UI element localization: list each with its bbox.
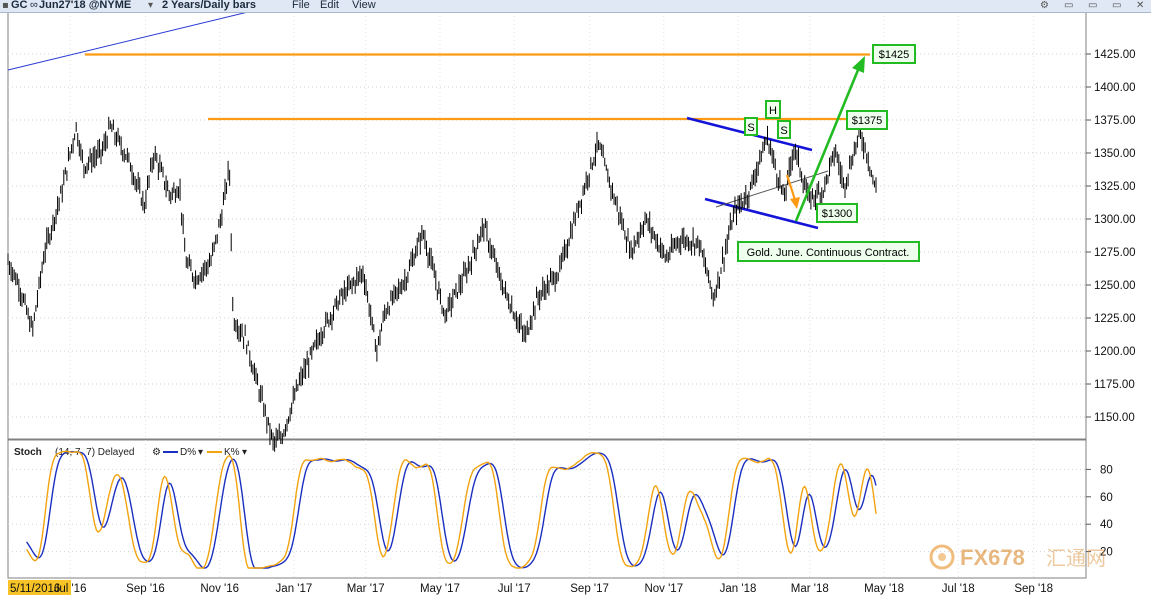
price-tick-label: 1150.00 xyxy=(1094,412,1135,424)
time-tick-label: Sep '17 xyxy=(570,583,609,595)
channel-bottom-line xyxy=(704,197,819,230)
price-tick-label: 1250.00 xyxy=(1094,280,1136,292)
head-text: H xyxy=(769,105,777,117)
settings-icon[interactable]: ⚙ xyxy=(1040,0,1049,11)
right-shoulder-text: S xyxy=(780,125,787,137)
time-tick-label: Nov '17 xyxy=(644,583,683,595)
time-tick-label: Sep '16 xyxy=(126,583,165,595)
time-tick-label: Jan '17 xyxy=(276,583,313,595)
stoch-params: (14, 7, 7) Delayed xyxy=(55,447,135,458)
gear-icon[interactable]: ⚙ xyxy=(152,447,161,458)
time-tick-label: Mar '18 xyxy=(791,583,829,595)
symbol-label[interactable]: GC xyxy=(11,0,28,11)
up-arrow-head xyxy=(852,56,865,73)
label-1375: $1375 xyxy=(846,110,888,130)
chevron-down-icon[interactable]: ▾ xyxy=(242,447,247,458)
time-tick-label: 5/11/2016 xyxy=(10,583,60,595)
price-tick-label: 1400.00 xyxy=(1094,82,1136,94)
label-1425-text: $1425 xyxy=(879,49,910,61)
maximize-icon[interactable]: ▭ xyxy=(1112,0,1122,11)
stoch-axis: 80 60 40 20 xyxy=(1086,464,1113,559)
price-tick-label: 1325.00 xyxy=(1094,181,1136,193)
time-tick-label: Jul '17 xyxy=(498,583,531,595)
label-note: Gold. June. Continuous Contract. xyxy=(737,241,920,262)
time-tick-label: May '18 xyxy=(864,583,904,595)
minimize-icon[interactable]: ▭ xyxy=(1064,0,1074,11)
start-date-highlight xyxy=(8,580,71,595)
d-legend-label: D% xyxy=(180,447,196,458)
watermark-logo-icon xyxy=(929,544,955,570)
price-tick-label: 1200.00 xyxy=(1094,346,1136,358)
stoch-tick-label: 60 xyxy=(1100,492,1113,504)
watermark-logo-dot xyxy=(938,553,946,561)
left-shoulder-text: S xyxy=(747,122,754,134)
stoch-tick-label: 20 xyxy=(1100,547,1113,559)
label-head: H xyxy=(765,100,781,119)
contract-label[interactable]: Jun27'18 @NYME xyxy=(39,0,132,11)
label-1300: $1300 xyxy=(816,203,858,223)
price-tick-label: 1275.00 xyxy=(1094,247,1136,259)
down-arrow-head xyxy=(790,197,800,209)
label-left-shoulder: S xyxy=(744,117,758,136)
price-tick-label: 1425.00 xyxy=(1094,49,1136,61)
label-1375-text: $1375 xyxy=(852,115,883,127)
app-icon: ▪ xyxy=(2,0,9,11)
stoch-title: Stoch xyxy=(14,447,42,458)
note-text: Gold. June. Continuous Contract. xyxy=(747,247,910,259)
long-trendline xyxy=(7,11,249,71)
price-tick-label: 1375.00 xyxy=(1094,115,1136,127)
chevron-down-icon[interactable]: ▾ xyxy=(198,447,203,458)
menu-file[interactable]: File xyxy=(292,0,310,11)
label-1300-text: $1300 xyxy=(822,208,853,220)
down-arrow-line xyxy=(785,174,797,201)
time-tick-label: Jul '16 xyxy=(54,583,87,595)
watermark-brand: FX678 xyxy=(960,545,1025,570)
time-tick-label: May '17 xyxy=(420,583,460,595)
stoch-header: Stoch (14, 7, 7) Delayed ⚙ D% ▾ K% ▾ xyxy=(14,447,247,458)
period-label[interactable]: 2 Years/Daily bars xyxy=(162,0,256,11)
stoch-tick-label: 80 xyxy=(1100,464,1113,476)
time-tick-label: Jul '18 xyxy=(942,583,975,595)
up-arrow-line xyxy=(794,69,860,222)
watermark: FX678 汇通网 xyxy=(929,544,1106,570)
stoch-tick-label: 40 xyxy=(1100,519,1113,531)
price-tick-label: 1300.00 xyxy=(1094,214,1136,226)
title-bar: ▪ GC ∞ Jun27'18 @NYME ▾ 2 Years/Daily ba… xyxy=(0,0,1151,13)
stoch-panel xyxy=(7,439,1087,579)
k-legend-label: K% xyxy=(224,447,240,458)
link-icon: ∞ xyxy=(30,0,38,11)
label-1425: $1425 xyxy=(872,44,916,64)
time-tick-label: Sep '18 xyxy=(1014,583,1053,595)
price-axis: 1425.00 1400.00 1375.00 1350.00 1325.00 1300.… xyxy=(1086,49,1136,424)
time-tick-label: Jan '18 xyxy=(720,583,757,595)
price-tick-label: 1175.00 xyxy=(1094,379,1135,391)
close-icon[interactable]: ✕ xyxy=(1136,0,1145,11)
price-bars xyxy=(7,116,877,452)
price-tick-label: 1350.00 xyxy=(1094,148,1136,160)
dropdown-icon[interactable]: ▾ xyxy=(148,0,154,11)
menu-edit[interactable]: Edit xyxy=(320,0,339,11)
label-right-shoulder: S xyxy=(777,120,791,139)
restore-icon[interactable]: ▭ xyxy=(1088,0,1098,11)
menu-view[interactable]: View xyxy=(352,0,376,11)
price-tick-label: 1225.00 xyxy=(1094,313,1136,325)
watermark-chinese: 汇通网 xyxy=(1046,546,1106,570)
time-tick-label: Mar '17 xyxy=(347,583,385,595)
price-panel xyxy=(7,11,1087,440)
time-tick-label: Nov '16 xyxy=(200,583,239,595)
stoch-k-line xyxy=(26,450,877,569)
